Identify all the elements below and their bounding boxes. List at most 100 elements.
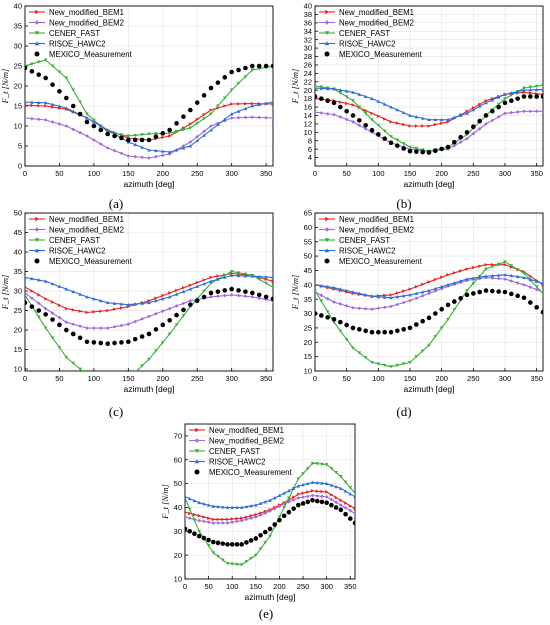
data-point-new-modified-bem1 [106,308,110,313]
data-point-mexico-measurement [528,300,533,305]
data-point-mexico-measurement [439,306,444,312]
data-point-new-modified-bem2 [395,302,400,307]
data-point-new-modified-bem1 [353,506,355,511]
data-point-cener-fast [376,123,381,128]
legend-label: New_modified_BEM1 [339,215,414,224]
data-point-risoe-hawc2 [192,498,197,503]
data-point-new-modified-bem2 [458,140,463,144]
data-point-risoe-hawc2 [250,274,255,278]
data-point-new-modified-bem1 [221,517,225,522]
data-point-risoe-hawc2 [92,120,96,124]
data-point-risoe-hawc2 [522,88,526,92]
data-point-new-modified-bem2 [243,115,248,120]
data-point-cener-fast [401,362,406,366]
data-point-mexico-measurement [329,502,334,508]
x-tick-label: 100 [88,374,101,383]
data-point-risoe-hawc2 [250,104,255,108]
data-point-new-modified-bem1 [465,267,469,271]
data-point-risoe-hawc2 [541,87,543,91]
data-point-risoe-hawc2 [202,502,206,506]
data-point-mexico-measurement [201,294,207,300]
data-point-cener-fast [43,326,48,330]
data-point-mexico-measurement [132,336,138,342]
y-axis-label: F_t [N/m] [290,275,300,311]
data-point-risoe-hawc2 [509,91,514,95]
data-point-risoe-hawc2 [229,273,234,277]
data-point-mexico-measurement [77,111,83,117]
data-point-mexico-measurement [369,127,375,133]
data-point-new-modified-bem2 [257,115,262,120]
data-point-cener-fast [315,84,317,88]
data-point-new-modified-bem1 [344,501,348,505]
data-point-new-modified-bem1 [216,517,220,522]
data-point-new-modified-bem2 [202,129,206,134]
data-point-mexico-measurement [112,133,117,139]
data-point-new-modified-bem1 [237,102,241,106]
data-point-new-modified-bem2 [140,317,144,321]
data-point-risoe-hawc2 [195,138,200,143]
y-tick-label: 50 [304,252,312,261]
data-point-risoe-hawc2 [36,100,41,104]
data-point-new-modified-bem2 [452,143,457,148]
data-point-new-modified-bem1 [202,112,206,117]
data-point-risoe-hawc2 [376,294,381,299]
legend-label: MEXICO_Measurement [49,257,133,266]
x-tick-label: 300 [499,169,512,178]
data-point-new-modified-bem1 [311,488,315,493]
data-point-risoe-hawc2 [133,302,138,306]
data-point-mexico-measurement [490,288,495,294]
data-point-new-modified-bem1 [459,269,463,273]
data-point-risoe-hawc2 [310,480,315,484]
data-point-new-modified-bem1 [216,274,220,278]
legend-label: RISOE_HAWC2 [209,457,265,466]
data-point-mexico-measurement [350,113,356,118]
x-tick-label: 250 [297,582,310,591]
y-tick-label: 20 [174,551,182,560]
data-point-mexico-measurement [343,511,348,517]
data-point-mexico-measurement [426,315,432,321]
data-point-cener-fast [344,95,349,99]
data-point-mexico-measurement [388,329,394,335]
data-point-new-modified-bem2 [160,153,165,158]
y-tick-label: 25 [14,62,22,71]
legend-marker [325,9,330,15]
data-point-risoe-hawc2 [187,496,192,501]
data-point-cener-fast [395,363,400,368]
data-point-mexico-measurement [300,501,306,506]
data-point-mexico-measurement [98,340,104,346]
data-point-cener-fast [133,133,138,138]
y-tick-label: 40 [174,503,182,512]
x-axis-label: azimuth [deg] [244,592,295,602]
data-point-mexico-measurement [357,327,362,332]
x-tick-label: 0 [23,169,27,178]
data-point-mexico-measurement [477,118,482,124]
y-tick-label: 10 [304,128,312,137]
data-point-cener-fast [541,83,543,87]
data-point-new-modified-bem1 [440,121,444,125]
data-point-risoe-hawc2 [230,505,235,509]
data-point-new-modified-bem1 [465,109,469,114]
data-point-risoe-hawc2 [147,300,151,305]
data-point-risoe-hawc2 [85,295,89,299]
data-point-new-modified-bem2 [254,515,258,519]
data-point-cener-fast [187,507,192,511]
data-point-mexico-measurement [132,137,138,143]
panel-label-a: (a) [108,196,124,211]
data-point-mexico-measurement [315,94,318,99]
data-point-new-modified-bem2 [220,521,225,525]
y-tick-label: 40 [14,248,22,257]
data-point-risoe-hawc2 [64,106,69,110]
data-point-risoe-hawc2 [484,274,488,278]
chart-panel-c: 0 50 100 150 200 250 300 350 10 15 20 25 30 35 40 45 50 a… [0,209,274,394]
data-point-mexico-measurement [347,516,353,521]
data-point-risoe-hawc2 [471,108,476,112]
data-point-new-modified-bem2 [236,293,241,298]
data-point-mexico-measurement [315,311,318,316]
data-point-risoe-hawc2 [541,281,543,285]
data-point-mexico-measurement [167,127,172,133]
legend-label: RISOE_HAWC2 [49,246,105,255]
data-point-mexico-measurement [201,535,207,541]
data-point-cener-fast [174,323,179,327]
data-point-new-modified-bem1 [120,306,124,310]
